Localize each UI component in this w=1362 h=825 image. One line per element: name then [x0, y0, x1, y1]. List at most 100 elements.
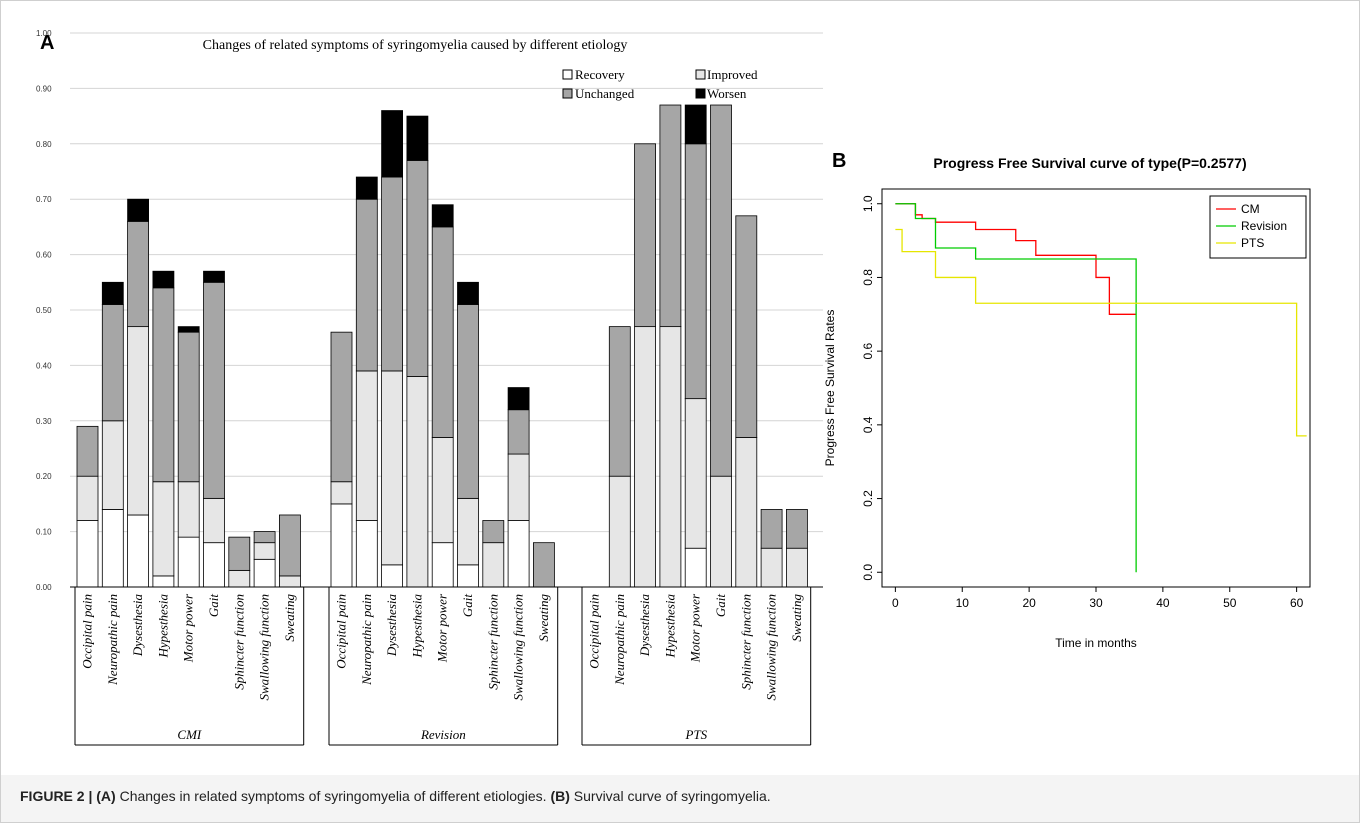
a-bar-unchanged	[533, 542, 555, 588]
panel-b-lines	[895, 203, 1307, 573]
legend-label-revision: Revision	[1241, 219, 1287, 233]
a-category-label: Occipital pain	[334, 594, 349, 669]
panel-b-letter: B	[832, 150, 846, 172]
a-group-label: Revision	[420, 727, 466, 742]
legend-swatch-worsen	[695, 88, 706, 99]
a-bar-worsen	[101, 281, 124, 305]
a-bar-improved	[330, 481, 353, 505]
a-bar-improved	[735, 437, 758, 588]
legend-label-improved: Improved	[707, 67, 758, 82]
a-bar-unchanged	[659, 104, 682, 328]
legend-swatch-improved	[695, 69, 706, 80]
a-bar-unchanged	[634, 143, 656, 328]
a-category-label: Gait	[460, 594, 475, 618]
legend-swatch-unchanged	[562, 88, 573, 99]
a-category-label: Dysesthesia	[637, 594, 652, 658]
a-bar-worsen	[381, 110, 404, 178]
a-bar-improved	[507, 453, 530, 521]
a-category-label: Dysesthesia	[130, 594, 145, 658]
a-group-label: PTS	[685, 727, 708, 742]
a-bar-improved	[634, 326, 656, 588]
a-category-label: Swallowing function	[511, 594, 526, 701]
b-line-pts	[895, 228, 1307, 437]
panel-a: A Changes of related symptoms of syringo…	[36, 29, 823, 746]
a-bar-recovery	[330, 503, 353, 588]
b-x-tick-label: 0	[892, 596, 899, 610]
a-bar-improved	[76, 475, 99, 521]
panel-b-x-ticks: 0 10 20 30 40 50 60	[892, 587, 1304, 610]
a-y-tick-label: 0.10	[36, 528, 52, 537]
b-y-tick-label: 0.6	[861, 342, 875, 359]
a-bar-worsen	[203, 270, 225, 283]
a-bar-improved	[253, 542, 276, 560]
a-bar-unchanged	[228, 536, 251, 571]
caption-band	[1, 775, 1359, 822]
a-bar-recovery	[431, 542, 454, 588]
a-bar-unchanged	[203, 281, 225, 499]
panel-b-y-ticks: 0.0 0.2 0.4 0.6 0.8 1.0	[861, 195, 882, 581]
a-bar-worsen	[152, 270, 175, 289]
caption-figure-label: FIGURE 2 |	[20, 788, 93, 804]
b-x-tick-label: 10	[956, 596, 970, 610]
b-x-tick-label: 20	[1022, 596, 1036, 610]
a-bar-recovery	[507, 520, 530, 588]
a-category-label: Neuropathic pain	[105, 594, 120, 686]
a-bar-recovery	[127, 514, 149, 588]
a-bar-unchanged	[253, 531, 276, 544]
a-y-tick-label: 1.00	[36, 29, 52, 38]
b-x-tick-label: 60	[1290, 596, 1304, 610]
a-bar-worsen	[127, 198, 149, 222]
panel-b-legend-box	[1209, 195, 1307, 259]
a-category-label: Gait	[713, 594, 728, 618]
b-x-tick-label: 50	[1223, 596, 1237, 610]
a-bar-unchanged	[355, 198, 378, 372]
legend-swatch-recovery	[562, 69, 573, 80]
a-category-label: Swallowing function	[257, 594, 272, 701]
b-line-revision	[895, 203, 1137, 573]
a-bar-improved	[278, 575, 301, 588]
a-category-label: Neuropathic pain	[359, 594, 374, 686]
a-bar-recovery	[355, 520, 378, 588]
a-bar-unchanged	[786, 509, 808, 549]
a-category-label: Dysesthesia	[384, 594, 399, 658]
a-bar-improved	[760, 547, 783, 588]
a-bar-recovery	[253, 558, 276, 588]
panel-a-y-ticks: 0.00 0.10 0.20 0.30 0.40 0.50 0.60 0.70 0.80 0.90…	[36, 29, 52, 592]
a-category-label: Sphincter function	[231, 594, 246, 690]
a-bar-unchanged	[608, 326, 631, 477]
a-bar-worsen	[457, 281, 479, 305]
a-bar-unchanged	[482, 520, 505, 544]
caption-a-label: (A)	[96, 788, 116, 804]
a-bar-recovery	[152, 575, 175, 588]
a-category-label: Hypesthesia	[409, 594, 424, 659]
caption-a-text: Changes in related symptoms of syringomy…	[115, 788, 547, 804]
a-y-tick-label: 0.00	[36, 583, 52, 592]
a-y-tick-label: 0.90	[36, 84, 52, 93]
a-bar-unchanged	[278, 514, 301, 577]
legend-label-worsen: Worsen	[707, 86, 747, 101]
a-bar-recovery	[457, 564, 479, 588]
legend-label-pts: PTS	[1241, 236, 1264, 250]
a-category-label: Motor power	[435, 593, 450, 663]
a-bar-improved	[482, 542, 505, 588]
a-bar-worsen	[177, 326, 200, 333]
a-bar-recovery	[101, 509, 124, 588]
a-y-tick-label: 0.20	[36, 472, 52, 481]
a-bar-improved	[710, 475, 732, 588]
a-category-label: Hypesthesia	[662, 594, 677, 659]
a-bar-worsen	[684, 104, 707, 145]
a-bar-improved	[684, 398, 707, 549]
panel-b-y-label: Progress Free Survival Rates	[823, 310, 837, 467]
a-bar-unchanged	[684, 143, 707, 400]
a-category-label: Sphincter function	[738, 594, 753, 690]
a-bar-unchanged	[127, 220, 149, 328]
a-bar-improved	[786, 547, 808, 588]
a-bar-unchanged	[101, 304, 124, 422]
a-category-label: Hypesthesia	[155, 594, 170, 659]
a-y-tick-label: 0.60	[36, 251, 52, 260]
a-category-label: Sweating	[789, 594, 804, 642]
a-bar-unchanged	[431, 226, 454, 438]
a-y-tick-label: 0.70	[36, 195, 52, 204]
a-bar-improved	[228, 569, 251, 588]
b-line-cm	[895, 203, 1137, 315]
